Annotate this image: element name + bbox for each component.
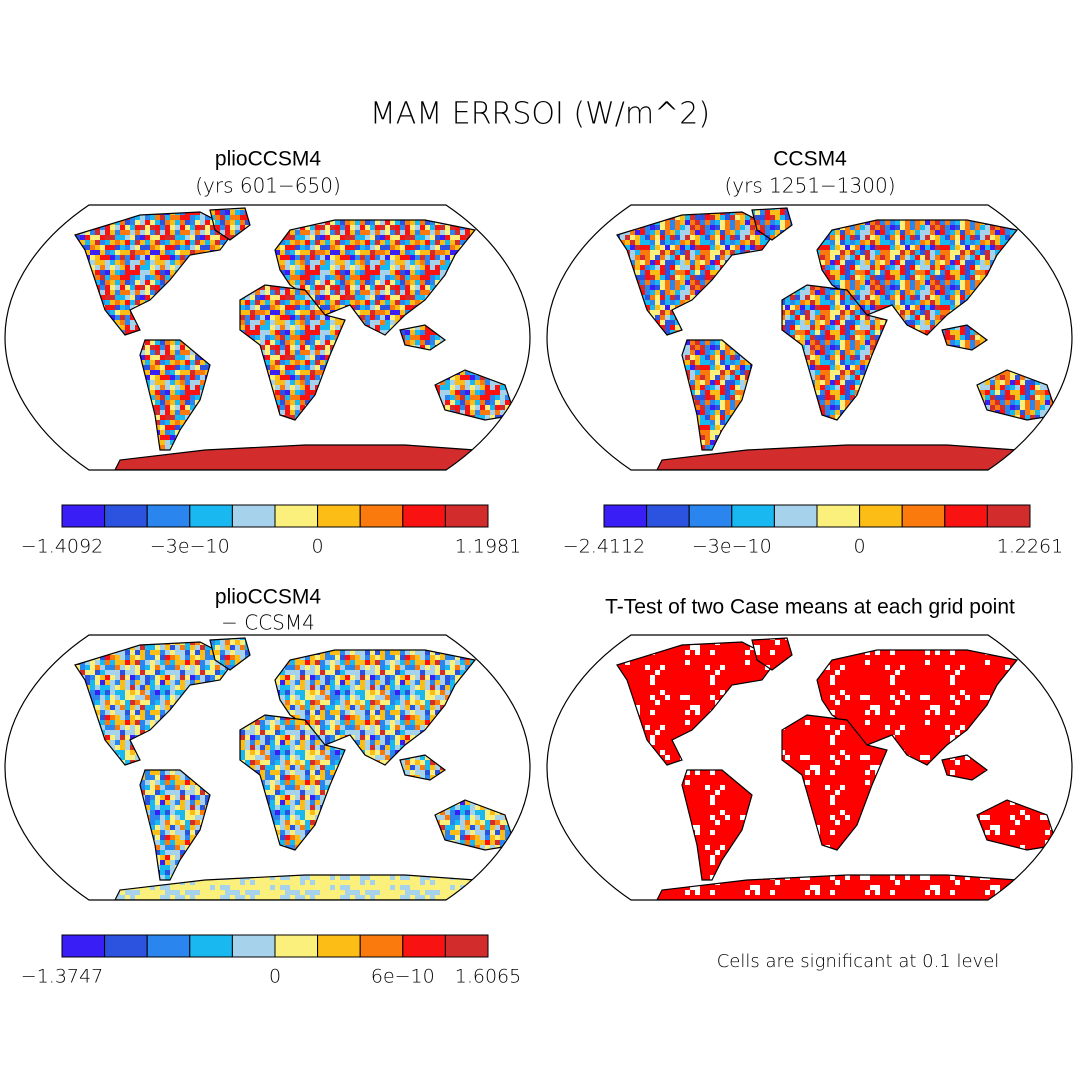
- map-outline: [546, 204, 1073, 471]
- map-outline: [546, 634, 1073, 901]
- colorbar-box: [231, 504, 276, 528]
- antarctica: [114, 874, 517, 900]
- colorbar-box: [944, 504, 988, 528]
- colorbar-label: −1.3747: [21, 966, 103, 988]
- land: [139, 339, 211, 451]
- colorbar-box: [816, 504, 861, 528]
- colorbar-box: [731, 504, 775, 528]
- colorbar-box: [859, 504, 903, 528]
- figure-title: MAM ERRSOI (W/m^2): [370, 97, 710, 132]
- land: [976, 799, 1058, 851]
- land: [239, 714, 346, 851]
- colorbar-label: −3e−10: [692, 536, 772, 558]
- colorbar-label: 0: [312, 536, 324, 558]
- land: [681, 769, 753, 881]
- colorbar-box: [773, 504, 818, 528]
- land: [751, 637, 793, 671]
- map-outline: [4, 634, 531, 901]
- land: [399, 324, 447, 351]
- map-panel: CCSM4 (yrs 1251−1300) −2.4112 −3e−10 0 1.2261: [546, 148, 1073, 558]
- land: [399, 754, 447, 781]
- antarctica: [656, 444, 1059, 470]
- land: [239, 284, 346, 421]
- land: [941, 754, 989, 781]
- colorbar-box: [146, 504, 191, 528]
- colorbar-label: 1.6065: [455, 966, 521, 988]
- colorbar-box: [189, 934, 233, 958]
- land: [751, 207, 793, 241]
- map-content: [74, 207, 517, 470]
- colorbar-box: [646, 504, 690, 528]
- panel-note: Cells are significant at 0.1 level: [717, 951, 1000, 972]
- colorbar-label: 1.2261: [997, 536, 1063, 558]
- colorbar-box: [274, 504, 319, 528]
- colorbar-box: [359, 934, 404, 958]
- colorbar-box: [146, 934, 191, 958]
- panel-title: CCSM4: [773, 148, 847, 171]
- colorbar-box: [444, 504, 489, 528]
- colorbar-label: 1.1981: [455, 536, 521, 558]
- map-outline: [4, 204, 531, 471]
- colorbar-label: −2.4112: [563, 536, 645, 558]
- colorbar-box: [317, 504, 361, 528]
- land: [139, 769, 211, 881]
- colorbar-label: 6e−10: [371, 966, 435, 988]
- colorbar-label: −3e−10: [150, 536, 230, 558]
- colorbar-box: [901, 504, 946, 528]
- map-content: [616, 637, 1059, 900]
- land: [781, 284, 888, 421]
- panel-subtitle: (yrs 1251−1300): [725, 174, 896, 198]
- map-content: [74, 637, 517, 900]
- land: [941, 324, 989, 351]
- colorbar-box: [104, 934, 148, 958]
- map-panel: T-Test of two Case means at each grid po…: [546, 596, 1073, 972]
- antarctica: [656, 874, 1059, 900]
- land: [74, 211, 236, 336]
- panel-title: plioCCSM4: [215, 586, 322, 609]
- colorbar-box: [688, 504, 733, 528]
- colorbar-box: [986, 504, 1031, 528]
- land: [781, 714, 888, 851]
- panel-title: plioCCSM4: [215, 148, 322, 171]
- map-panel: plioCCSM4− CCSM4 −1.3747 0 6e−10 1.6065: [4, 586, 531, 988]
- colorbar-box: [61, 504, 106, 528]
- land: [616, 211, 778, 336]
- colorbar-box: [359, 504, 404, 528]
- land: [74, 641, 236, 766]
- colorbar-box: [274, 934, 319, 958]
- land: [616, 641, 778, 766]
- antarctica: [114, 444, 517, 470]
- panel-title: T-Test of two Case means at each grid po…: [605, 596, 1015, 619]
- colorbar-label: −1.4092: [21, 536, 103, 558]
- colorbar-box: [402, 934, 446, 958]
- map-panel: plioCCSM4 (yrs 601−650) −1.4092 −3e−10 0 1.19…: [4, 148, 531, 558]
- land: [434, 369, 516, 421]
- panel-subtitle: − CCSM4: [221, 611, 315, 635]
- land: [434, 799, 516, 851]
- colorbar-box: [189, 504, 233, 528]
- colorbar-label: 0: [269, 966, 281, 988]
- colorbar-box: [61, 934, 106, 958]
- land: [209, 207, 251, 241]
- colorbar-box: [444, 934, 489, 958]
- colorbar-box: [603, 504, 648, 528]
- colorbar-label: 0: [854, 536, 866, 558]
- land: [681, 339, 753, 451]
- colorbar-box: [231, 934, 276, 958]
- land: [976, 369, 1058, 421]
- land: [209, 637, 251, 671]
- colorbar-box: [104, 504, 148, 528]
- map-content: [616, 207, 1059, 470]
- colorbar-box: [317, 934, 361, 958]
- panel-subtitle: (yrs 601−650): [195, 174, 341, 198]
- colorbar-box: [402, 504, 446, 528]
